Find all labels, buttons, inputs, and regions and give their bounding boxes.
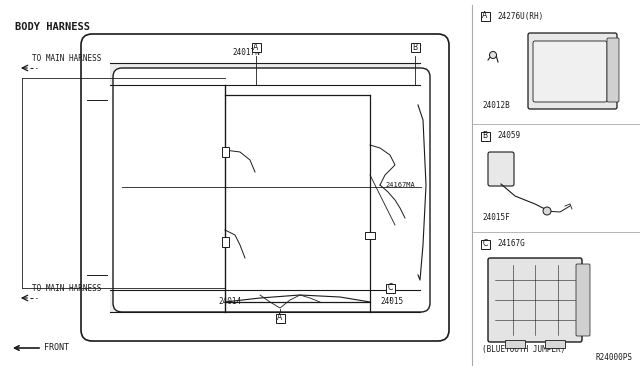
Text: 24167MA: 24167MA <box>385 182 415 188</box>
Text: 24015F: 24015F <box>482 213 509 222</box>
Bar <box>385 283 394 292</box>
Text: B: B <box>483 131 488 141</box>
Bar <box>110 290 420 312</box>
Bar <box>365 231 375 238</box>
Circle shape <box>543 207 551 215</box>
Bar <box>545 340 565 348</box>
FancyBboxPatch shape <box>528 33 617 109</box>
Text: B: B <box>412 42 417 51</box>
FancyBboxPatch shape <box>81 34 449 341</box>
Bar <box>481 240 490 248</box>
Text: 24017N: 24017N <box>232 48 260 57</box>
Bar <box>481 131 490 141</box>
Text: BODY HARNESS: BODY HARNESS <box>15 22 90 32</box>
Bar <box>110 63 420 85</box>
Text: A: A <box>277 314 283 323</box>
Text: TO MAIN HARNESS: TO MAIN HARNESS <box>32 284 101 293</box>
Text: 24167G: 24167G <box>497 240 525 248</box>
FancyBboxPatch shape <box>488 258 582 342</box>
Text: R24000PS: R24000PS <box>595 353 632 362</box>
Text: (BLUETOOTH JUMPER): (BLUETOOTH JUMPER) <box>482 345 565 354</box>
Bar <box>221 237 228 247</box>
FancyBboxPatch shape <box>533 41 607 102</box>
Bar <box>221 147 228 157</box>
Bar <box>410 42 419 51</box>
Circle shape <box>490 51 497 58</box>
Text: 24012B: 24012B <box>482 101 509 110</box>
Text: A: A <box>483 12 488 20</box>
Text: FRONT: FRONT <box>44 343 69 353</box>
Text: C: C <box>387 283 392 292</box>
Text: A: A <box>253 42 259 51</box>
FancyBboxPatch shape <box>576 264 590 336</box>
Bar <box>505 340 525 348</box>
Text: 24059: 24059 <box>497 131 520 141</box>
FancyBboxPatch shape <box>607 38 619 102</box>
FancyBboxPatch shape <box>488 152 514 186</box>
Text: TO MAIN HARNESS: TO MAIN HARNESS <box>32 54 101 63</box>
Text: 24276U(RH): 24276U(RH) <box>497 12 543 20</box>
Bar <box>481 12 490 20</box>
FancyBboxPatch shape <box>113 68 430 312</box>
Text: C: C <box>483 240 488 248</box>
Bar <box>275 314 285 323</box>
Bar <box>252 42 260 51</box>
Text: 24014: 24014 <box>218 297 241 306</box>
Text: 24015: 24015 <box>380 297 403 306</box>
